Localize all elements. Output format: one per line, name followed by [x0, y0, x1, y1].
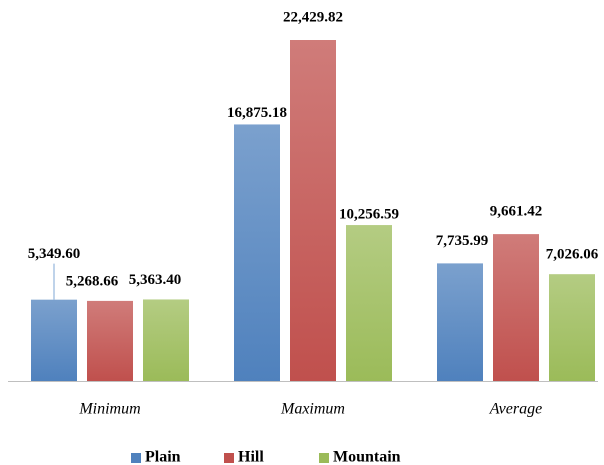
bar	[87, 300, 133, 381]
bar	[143, 299, 189, 381]
legend-swatch	[131, 453, 141, 463]
bar	[493, 234, 539, 381]
bar	[437, 263, 483, 381]
bar	[290, 40, 336, 381]
value-label: 9,661.42	[490, 204, 543, 220]
bar	[31, 299, 77, 381]
legend-label: Plain	[145, 449, 181, 465]
value-label: 16,875.18	[227, 105, 287, 121]
value-label: 22,429.82	[283, 9, 343, 25]
bar	[234, 124, 280, 381]
value-label: 10,256.59	[339, 207, 399, 223]
category-label: Maximum	[280, 401, 345, 418]
category-label: Minimum	[78, 401, 140, 418]
value-label: 5,349.60	[28, 246, 81, 262]
value-label: 7,735.99	[436, 233, 489, 249]
legend-label: Mountain	[333, 449, 401, 465]
bar	[346, 225, 392, 381]
value-label: 5,363.40	[129, 272, 182, 288]
legend-swatch	[224, 453, 234, 463]
value-label: 5,268.66	[66, 273, 119, 289]
bar	[549, 274, 595, 381]
legend-label: Hill	[238, 449, 264, 465]
category-label: Average	[489, 401, 542, 418]
value-label: 7,026.06	[546, 247, 599, 263]
legend-swatch	[319, 453, 329, 463]
